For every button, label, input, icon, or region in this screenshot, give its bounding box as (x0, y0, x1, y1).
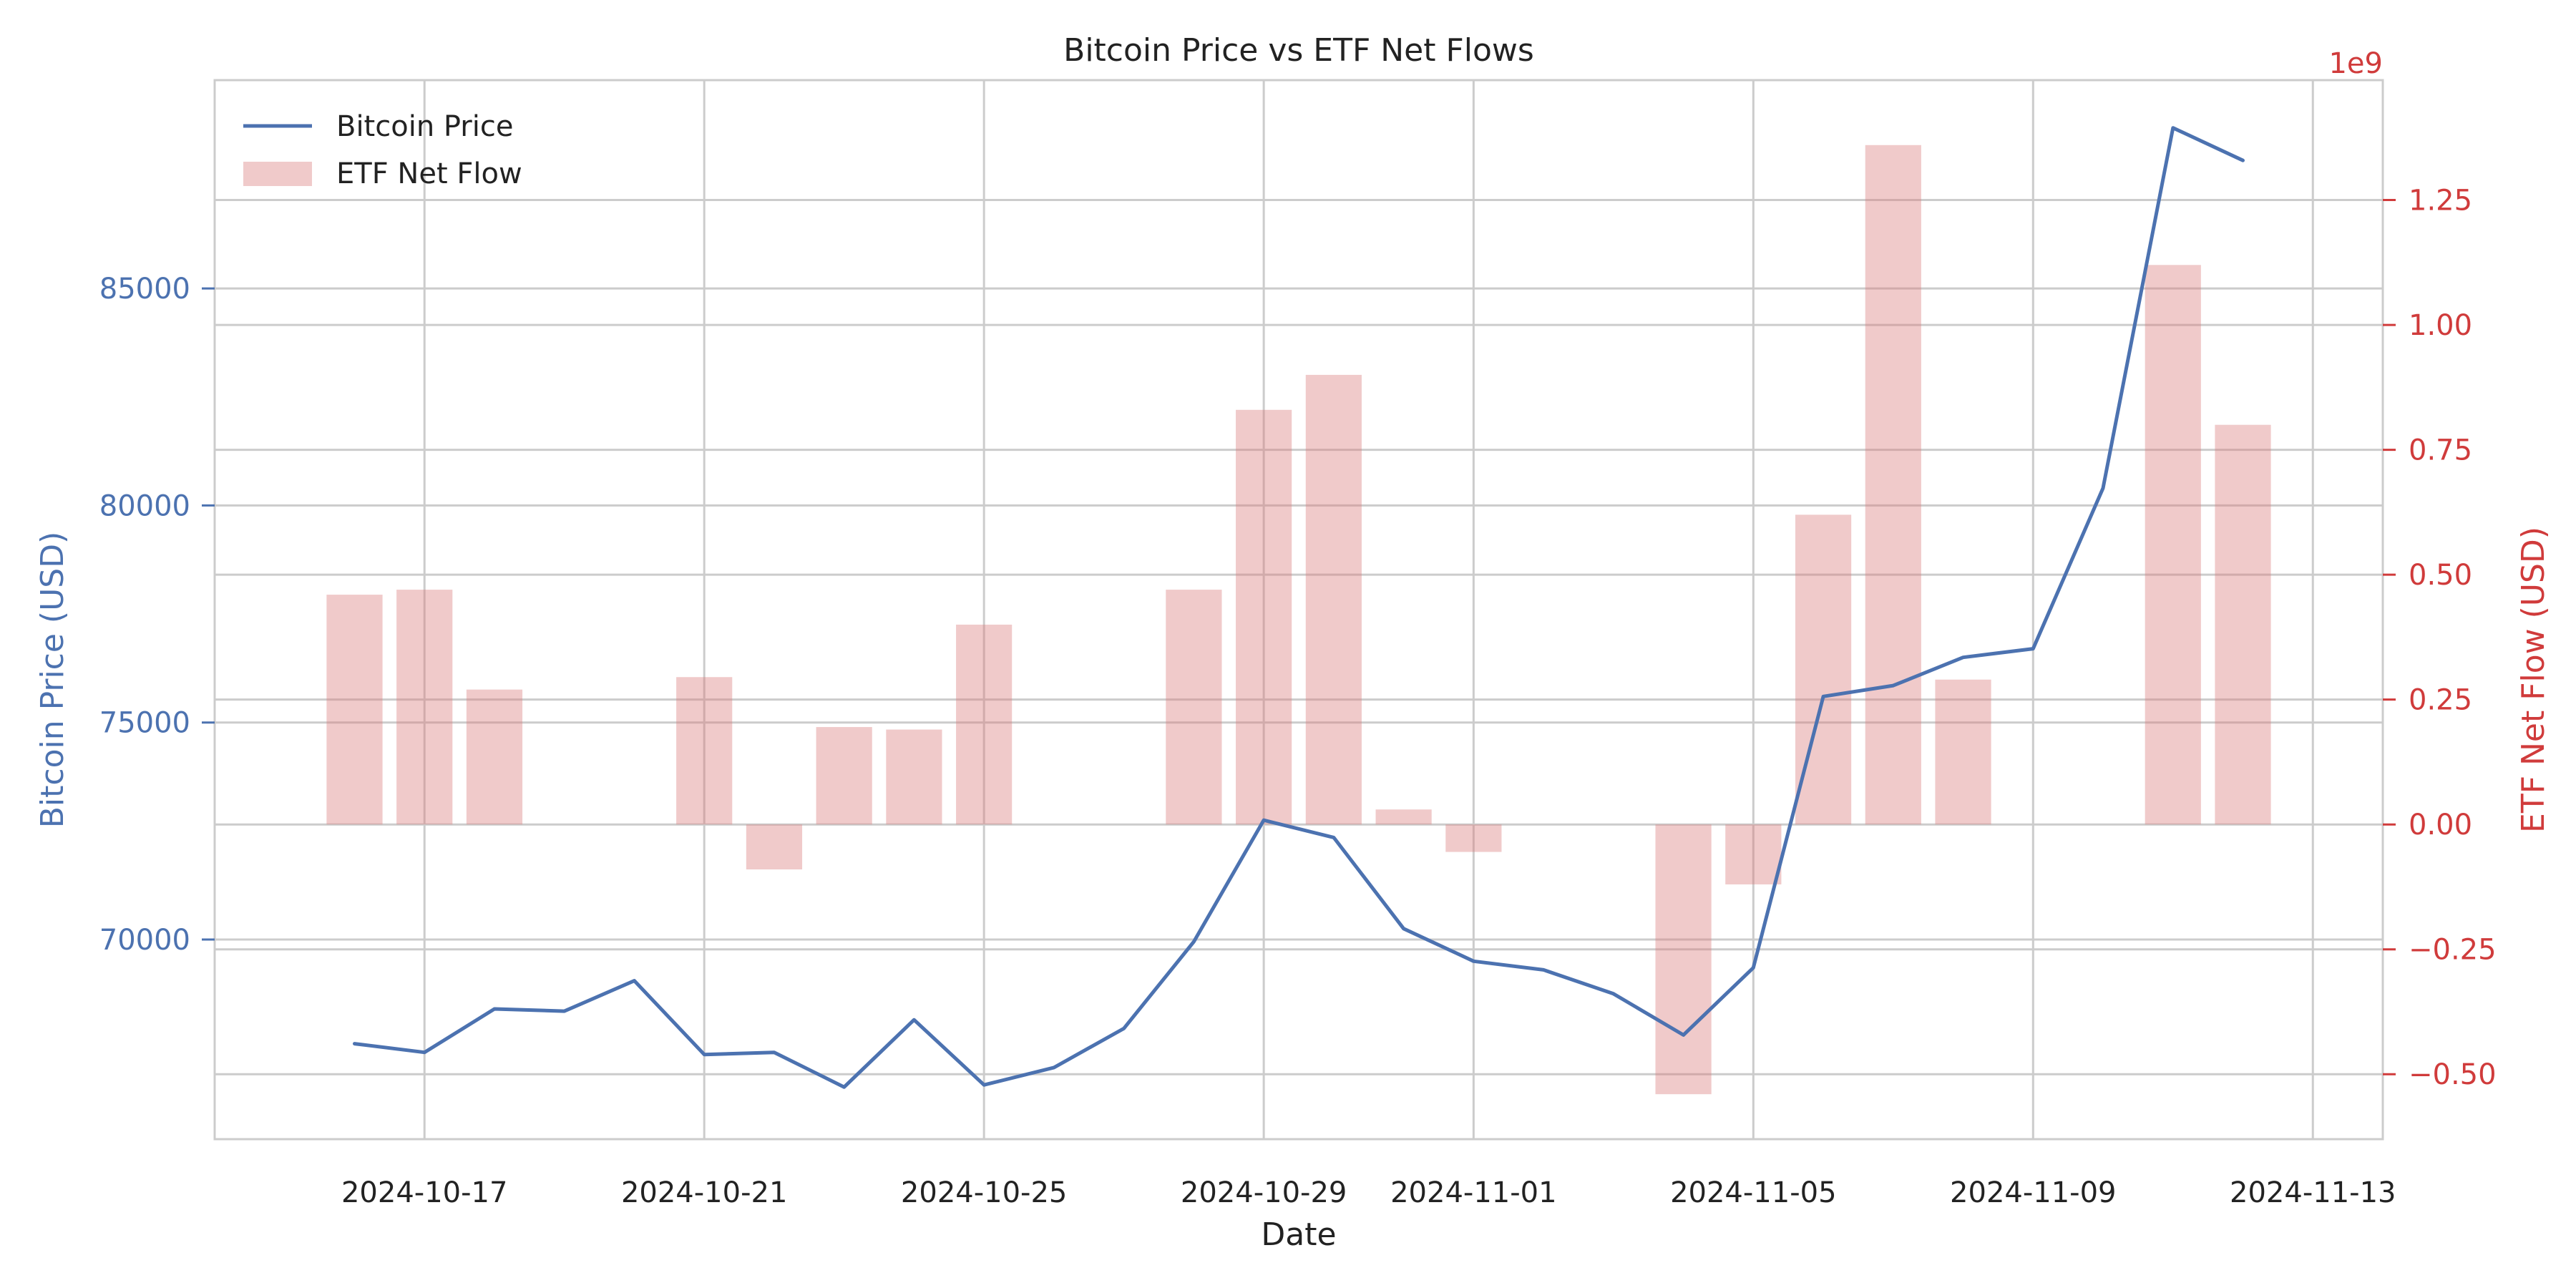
etf-flow-bar (2215, 424, 2271, 825)
etf-flow-bar (2145, 265, 2201, 825)
etf-flow-bar (1445, 824, 1502, 852)
etf-net-flow-bars (326, 145, 2271, 1095)
etf-flow-bar (956, 624, 1013, 825)
etf-flow-bar (1865, 145, 1921, 825)
x-tick-label: 2024-10-25 (901, 1176, 1067, 1209)
right-y-tick-label: 0.50 (2409, 559, 2472, 592)
legend-flow-swatch (243, 162, 312, 186)
right-y-tick-label: 1.00 (2409, 309, 2472, 342)
grid-lines (215, 80, 2383, 1139)
etf-flow-bar (1236, 409, 1292, 825)
bitcoin-price-line (353, 126, 2245, 1089)
legend-flow-label: ETF Net Flow (336, 157, 522, 190)
etf-flow-bar (746, 824, 803, 870)
etf-flow-bar (1655, 824, 1712, 1095)
left-y-tick-label: 70000 (99, 924, 190, 957)
left-y-tick-label: 85000 (99, 273, 190, 306)
x-tick-label: 2024-10-21 (621, 1176, 787, 1209)
x-tick-label: 2024-11-09 (1950, 1176, 2116, 1209)
etf-flow-bar (1305, 374, 1362, 825)
bitcoin-price-line-group (353, 126, 2245, 1089)
x-tick-label: 2024-11-05 (1670, 1176, 1836, 1209)
right-y-tick-label: 0.00 (2409, 809, 2472, 841)
x-axis-label: Date (1261, 1216, 1336, 1253)
right-y-tick-label: −0.25 (2409, 934, 2497, 967)
right-y-axis-label: ETF Net Flow (USD) (2515, 527, 2552, 833)
etf-flow-bar (1166, 590, 1222, 825)
etf-flow-bar (886, 729, 942, 825)
x-tick-label: 2024-10-29 (1181, 1176, 1347, 1209)
plot-frame (213, 79, 2384, 1141)
etf-flow-bar (676, 677, 733, 825)
legend-price-label: Bitcoin Price (336, 110, 513, 143)
x-tick-label: 2024-11-01 (1390, 1176, 1556, 1209)
legend: Bitcoin Price ETF Net Flow (243, 110, 522, 190)
left-y-tick-label: 75000 (99, 707, 190, 740)
x-tick-label: 2024-10-17 (341, 1176, 507, 1209)
etf-flow-bar (816, 727, 872, 825)
etf-flow-bar (326, 595, 383, 825)
etf-flow-bar (466, 689, 523, 825)
right-axis-offset-label: 1e9 (2328, 47, 2383, 80)
right-y-tick-label: 0.75 (2409, 434, 2472, 467)
chart-title: Bitcoin Price vs ETF Net Flows (1063, 32, 1534, 69)
left-y-axis: 70000 75000 80000 85000 (99, 273, 215, 957)
left-y-axis-label: Bitcoin Price (USD) (34, 532, 71, 829)
x-tick-label: 2024-11-13 (2230, 1176, 2396, 1209)
right-y-tick-label: −0.50 (2409, 1058, 2497, 1091)
etf-flow-bar (1725, 824, 1782, 884)
left-y-tick-label: 80000 (99, 489, 190, 522)
etf-flow-bar (1375, 809, 1432, 825)
etf-flow-bar (396, 590, 453, 825)
right-y-tick-label: 0.25 (2409, 684, 2472, 717)
x-axis: 2024-10-17 2024-10-21 2024-10-25 2024-10-29… (341, 1176, 2396, 1209)
right-y-tick-label: 1.25 (2409, 185, 2472, 218)
etf-flow-bar (1935, 679, 1991, 825)
right-y-axis: −0.50 −0.25 0.00 0.25 0.50 0.75 1.00 1.25 (2383, 185, 2497, 1091)
